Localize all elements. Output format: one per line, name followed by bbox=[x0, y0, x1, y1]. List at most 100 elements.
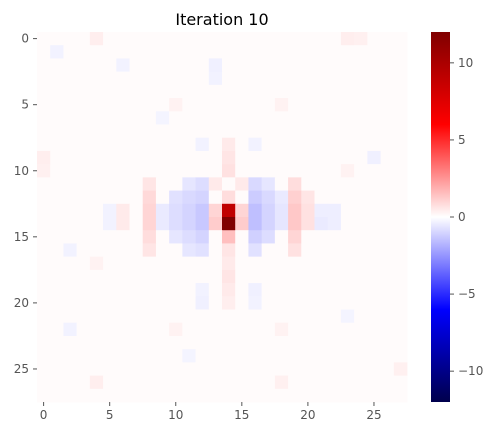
heatmap-cell bbox=[142, 296, 157, 310]
heatmap-cell bbox=[208, 269, 223, 284]
heatmap-cell bbox=[314, 217, 329, 231]
heatmap-cell bbox=[116, 71, 130, 86]
heatmap-cell bbox=[327, 150, 342, 165]
heatmap-cell bbox=[182, 84, 196, 99]
heatmap-cell bbox=[354, 256, 368, 271]
heatmap-cell bbox=[37, 230, 51, 244]
heatmap-cell bbox=[169, 98, 183, 112]
heatmap-cell bbox=[354, 322, 368, 337]
heatmap-cell bbox=[195, 230, 210, 244]
heatmap-cell bbox=[314, 164, 329, 178]
heatmap-cell bbox=[169, 84, 183, 99]
heatmap-cell bbox=[235, 124, 249, 139]
heatmap-cell bbox=[301, 362, 315, 376]
heatmap-cell bbox=[261, 84, 276, 99]
heatmap-cell bbox=[208, 335, 223, 350]
heatmap-cell bbox=[142, 137, 157, 152]
heatmap-cell bbox=[274, 190, 289, 205]
heatmap-cell bbox=[274, 98, 289, 112]
heatmap-cell bbox=[235, 349, 249, 363]
heatmap-cell bbox=[37, 111, 51, 125]
heatmap-cell bbox=[76, 362, 91, 376]
heatmap-cell bbox=[116, 362, 130, 376]
heatmap-cell bbox=[103, 32, 117, 46]
heatmap-cell bbox=[155, 150, 170, 165]
heatmap-cell bbox=[195, 309, 210, 324]
heatmap-cell bbox=[222, 362, 236, 376]
heatmap-cell bbox=[301, 150, 315, 165]
heatmap-cell bbox=[142, 84, 157, 99]
heatmap-cell bbox=[208, 230, 223, 244]
heatmap-cell bbox=[393, 283, 408, 297]
heatmap-cell bbox=[116, 84, 130, 99]
heatmap-cell bbox=[288, 150, 302, 165]
heatmap-cell bbox=[142, 349, 157, 363]
heatmap-cell bbox=[76, 177, 91, 191]
heatmap-cell bbox=[301, 177, 315, 191]
heatmap-cell bbox=[76, 203, 91, 218]
heatmap-cell bbox=[261, 124, 276, 139]
heatmap-cell bbox=[37, 375, 51, 390]
heatmap-cell bbox=[261, 177, 276, 191]
heatmap-cell bbox=[248, 269, 263, 284]
heatmap-cell bbox=[50, 98, 64, 112]
heatmap-cell bbox=[261, 32, 276, 46]
heatmap-cell bbox=[142, 164, 157, 178]
heatmap-cell bbox=[208, 45, 223, 59]
heatmap-cell bbox=[103, 111, 117, 125]
heatmap-cell bbox=[195, 124, 210, 139]
heatmap-cell bbox=[142, 71, 157, 86]
heatmap-cell bbox=[182, 335, 196, 350]
heatmap-cell bbox=[222, 243, 236, 258]
heatmap-cell bbox=[354, 309, 368, 324]
heatmap-cell bbox=[182, 98, 196, 112]
heatmap-cell bbox=[222, 98, 236, 112]
heatmap-cell bbox=[393, 71, 408, 86]
heatmap-cell bbox=[261, 388, 276, 403]
heatmap-cell bbox=[340, 150, 355, 165]
heatmap-cell bbox=[380, 283, 395, 297]
heatmap-cell bbox=[103, 58, 117, 73]
heatmap-cell bbox=[222, 190, 236, 205]
heatmap-cell bbox=[208, 164, 223, 178]
heatmap-cell bbox=[235, 137, 249, 152]
heatmap-cell bbox=[380, 217, 395, 231]
heatmap-cell bbox=[274, 349, 289, 363]
heatmap-cell bbox=[116, 349, 130, 363]
heatmap-cell bbox=[288, 98, 302, 112]
heatmap-cell bbox=[195, 177, 210, 191]
heatmap-cell bbox=[327, 269, 342, 284]
heatmap-cell bbox=[314, 111, 329, 125]
heatmap-cell bbox=[340, 322, 355, 337]
heatmap-cell bbox=[340, 217, 355, 231]
heatmap-cell bbox=[129, 203, 144, 218]
heatmap-cell bbox=[76, 243, 91, 258]
heatmap-cell bbox=[63, 243, 78, 258]
heatmap-cell bbox=[195, 322, 210, 337]
heatmap-cell bbox=[301, 203, 315, 218]
heatmap-cell bbox=[37, 322, 51, 337]
heatmap-cell bbox=[89, 71, 104, 86]
heatmap-cell bbox=[380, 150, 395, 165]
heatmap-cell bbox=[182, 217, 196, 231]
heatmap-cell bbox=[208, 137, 223, 152]
heatmap-cell bbox=[142, 217, 157, 231]
heatmap-cell bbox=[301, 335, 315, 350]
heatmap-cell bbox=[103, 309, 117, 324]
heatmap-cell bbox=[314, 362, 329, 376]
heatmap-cell bbox=[367, 322, 381, 337]
heatmap-cell bbox=[354, 388, 368, 403]
heatmap-cell bbox=[50, 150, 64, 165]
heatmap-cell bbox=[274, 137, 289, 152]
heatmap-cell bbox=[354, 111, 368, 125]
heatmap-cell bbox=[155, 388, 170, 403]
heatmap-cell bbox=[274, 375, 289, 390]
heatmap-cell bbox=[129, 388, 144, 403]
heatmap-cell bbox=[314, 309, 329, 324]
heatmap-cell bbox=[129, 190, 144, 205]
heatmap-cell bbox=[235, 388, 249, 403]
heatmap-cell bbox=[248, 217, 263, 231]
heatmap-cell bbox=[63, 137, 78, 152]
x-tick-label: 15 bbox=[234, 408, 249, 422]
heatmap-cell bbox=[208, 84, 223, 99]
